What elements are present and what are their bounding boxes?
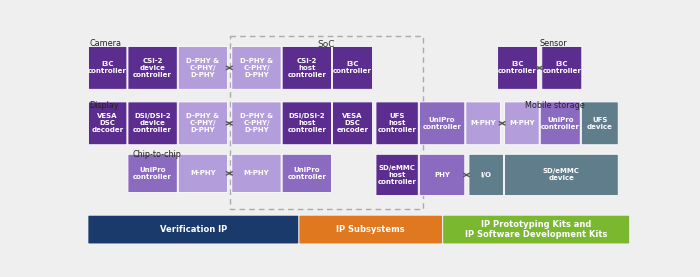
Text: UniPro
controller: UniPro controller [288, 167, 326, 180]
FancyBboxPatch shape [376, 154, 419, 196]
Text: DSI/DSI-2
host
controller: DSI/DSI-2 host controller [288, 113, 326, 133]
Text: M-PHY: M-PHY [470, 120, 496, 126]
Text: UFS
host
controller: UFS host controller [378, 113, 416, 133]
FancyBboxPatch shape [581, 102, 618, 145]
Text: IP Subsystems: IP Subsystems [337, 225, 405, 234]
Text: PHY: PHY [434, 172, 450, 178]
FancyBboxPatch shape [88, 47, 127, 89]
FancyBboxPatch shape [466, 102, 500, 145]
FancyBboxPatch shape [128, 102, 177, 145]
Text: D-PHY &
C-PHY/
D-PHY: D-PHY & C-PHY/ D-PHY [186, 113, 220, 133]
FancyBboxPatch shape [542, 47, 582, 89]
Text: CSI-2
device
controller: CSI-2 device controller [133, 58, 172, 78]
Text: D-PHY &
C-PHY/
D-PHY: D-PHY & C-PHY/ D-PHY [240, 113, 273, 133]
Text: Chip-to-chip: Chip-to-chip [132, 150, 181, 159]
Text: SoC: SoC [318, 40, 335, 49]
Text: IP Prototyping Kits and
IP Software Development Kits: IP Prototyping Kits and IP Software Deve… [465, 220, 608, 239]
Text: SD/eMMC
host
controller: SD/eMMC host controller [378, 165, 416, 185]
Text: UniPro
controller: UniPro controller [133, 167, 172, 180]
FancyBboxPatch shape [232, 102, 281, 145]
FancyBboxPatch shape [505, 154, 618, 196]
Text: Camera: Camera [89, 39, 121, 48]
FancyBboxPatch shape [282, 154, 332, 193]
Text: UniPro
controller: UniPro controller [423, 117, 461, 130]
FancyBboxPatch shape [443, 216, 629, 243]
FancyBboxPatch shape [282, 102, 332, 145]
FancyBboxPatch shape [178, 154, 228, 193]
FancyBboxPatch shape [419, 154, 465, 196]
Text: I3C
controller: I3C controller [88, 61, 127, 75]
FancyBboxPatch shape [232, 47, 281, 89]
FancyBboxPatch shape [88, 102, 127, 145]
Text: I3C
controller: I3C controller [498, 61, 537, 75]
Text: I3C
controller: I3C controller [333, 61, 372, 75]
FancyBboxPatch shape [505, 102, 539, 145]
FancyBboxPatch shape [332, 47, 372, 89]
Text: Mobile storage: Mobile storage [526, 101, 585, 110]
Text: VESA
DSC
decoder: VESA DSC decoder [92, 113, 124, 133]
Text: Verification IP: Verification IP [160, 225, 227, 234]
Text: CSI-2
host
controller: CSI-2 host controller [288, 58, 326, 78]
FancyBboxPatch shape [419, 102, 465, 145]
FancyBboxPatch shape [232, 154, 281, 193]
FancyBboxPatch shape [540, 102, 580, 145]
Text: D-PHY &
C-PHY/
D-PHY: D-PHY & C-PHY/ D-PHY [240, 58, 273, 78]
FancyBboxPatch shape [178, 47, 228, 89]
Bar [230, 36, 423, 209]
Text: M-PHY: M-PHY [509, 120, 535, 126]
FancyBboxPatch shape [469, 154, 503, 196]
Text: UniPro
controller: UniPro controller [541, 117, 580, 130]
Text: VESA
DSC
encoder: VESA DSC encoder [337, 113, 368, 133]
Text: D-PHY &
C-PHY/
D-PHY: D-PHY & C-PHY/ D-PHY [186, 58, 220, 78]
Text: I3C
controller: I3C controller [542, 61, 581, 75]
FancyBboxPatch shape [88, 216, 298, 243]
Text: Sensor: Sensor [539, 39, 567, 48]
Text: SD/eMMC
device: SD/eMMC device [543, 168, 580, 181]
Text: M-PHY: M-PHY [244, 170, 270, 176]
Text: Display: Display [89, 101, 119, 110]
FancyBboxPatch shape [376, 102, 419, 145]
Text: DSI/DSI-2
device
controller: DSI/DSI-2 device controller [133, 113, 172, 133]
Text: UFS
device: UFS device [587, 117, 612, 130]
FancyBboxPatch shape [332, 102, 372, 145]
FancyBboxPatch shape [178, 102, 228, 145]
FancyBboxPatch shape [300, 216, 442, 243]
FancyBboxPatch shape [128, 47, 177, 89]
FancyBboxPatch shape [128, 154, 177, 193]
Text: I/O: I/O [481, 172, 491, 178]
FancyBboxPatch shape [498, 47, 538, 89]
FancyBboxPatch shape [282, 47, 332, 89]
Text: M-PHY: M-PHY [190, 170, 216, 176]
